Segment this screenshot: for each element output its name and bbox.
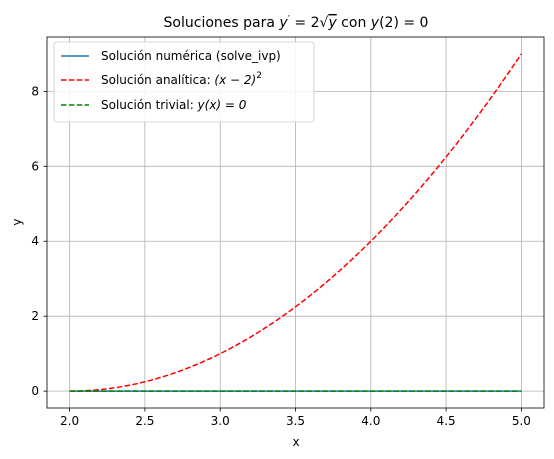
ticks: 2.0 2.5 3.0 3.5 4.0 4.5 5.0 0 2 4 6 8 [31, 84, 531, 428]
legend-frame [53, 41, 315, 123]
legend-label-trivial: Solución trivial: y(x) = 0 [101, 98, 247, 112]
x-tick-label: 3.5 [286, 414, 305, 428]
legend: Solución numérica (solve_ivp) Solución a… [53, 41, 315, 123]
y-tick-label: 4 [31, 234, 39, 248]
x-tick-label: 4.5 [437, 414, 456, 428]
series-layer [69, 53, 523, 392]
y-tick-label: 6 [31, 159, 39, 173]
x-tick-label: 2.5 [135, 414, 154, 428]
y-tick-label: 8 [31, 84, 39, 98]
legend-label-analytic: Solución analítica: (x − 2)2 [101, 71, 262, 87]
x-tick-label: 4.0 [361, 414, 380, 428]
series-line-analytic [69, 53, 523, 392]
legend-label-numeric: Solución numérica (solve_ivp) [101, 49, 281, 63]
chart-title: Soluciones para y′ = 2√y con y(2) = 0 [164, 14, 429, 31]
y-axis-label: y [10, 218, 24, 225]
y-tick-label: 0 [31, 384, 39, 398]
x-axis-label: x [292, 435, 299, 449]
y-tick-label: 2 [31, 309, 39, 323]
x-tick-label: 3.0 [211, 414, 230, 428]
x-tick-label: 5.0 [512, 414, 531, 428]
x-tick-label: 2.0 [60, 414, 79, 428]
